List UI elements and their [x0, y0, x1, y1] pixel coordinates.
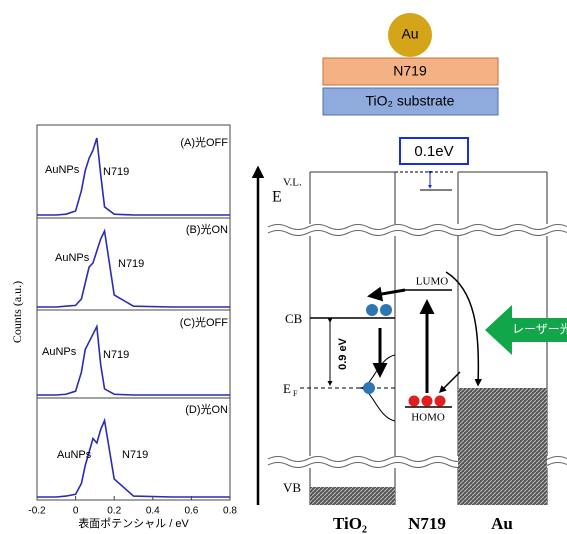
level-label: CB: [285, 311, 303, 326]
level-label: LUMO: [416, 276, 448, 288]
panel-title: (C)光OFF: [180, 315, 229, 329]
x-tick-label: 0.4: [146, 506, 160, 517]
energy-diagram: Au N719 TiO₂ substrate 0.1eV E V.L. CB E…: [258, 13, 567, 533]
particle-label: Au: [401, 26, 418, 42]
x-axis-label: 表面ポテンシャル / eV: [78, 516, 189, 530]
spectrum: [37, 327, 230, 395]
panel-title: (D)光ON: [185, 402, 228, 416]
au-band: [458, 388, 547, 505]
column-label: TiO₂: [333, 514, 367, 533]
level-label: F: [293, 389, 298, 398]
x-tick-label: 0.2: [107, 506, 121, 517]
peak-label: N719: [122, 449, 148, 461]
x-tick-label: 0.6: [184, 506, 198, 517]
peak-label: AuNPs: [57, 449, 92, 461]
level-label: V.L.: [283, 177, 302, 189]
x-tick-label: 0.8: [223, 506, 237, 517]
x-tick-label: -0.2: [28, 506, 46, 517]
layer-label: N719: [393, 63, 427, 79]
vb-band: [310, 487, 395, 505]
level-label: E: [283, 381, 291, 396]
peak-label: AuNPs: [42, 346, 77, 358]
column-label: Au: [491, 514, 513, 533]
spectrum: [37, 138, 230, 215]
peak-label: N719: [103, 349, 129, 361]
break: [268, 224, 567, 236]
peak-label: N719: [118, 258, 144, 270]
injection-arrow: [370, 290, 405, 296]
layer-label: TiO₂ substrate: [366, 93, 455, 109]
panel-title: (A)光OFF: [180, 135, 228, 149]
level-label: HOMO: [411, 412, 445, 424]
electron-path: [446, 272, 478, 385]
shift-label: 0.1eV: [414, 143, 453, 160]
peak-label: AuNPs: [55, 252, 90, 264]
level-label: VB: [283, 480, 301, 495]
laser-label: レーザー光: [512, 322, 567, 336]
figure: Au N719 TiO₂ substrate 0.1eV E V.L. CB E…: [0, 0, 567, 534]
panel-title: (B)光ON: [186, 222, 228, 236]
gap-label: 0.9 eV: [337, 337, 349, 369]
axis-label: E: [272, 189, 282, 206]
column-label: N719: [408, 514, 446, 533]
y-axis-label: Counts (a.u.): [10, 281, 24, 343]
peak-label: N719: [103, 166, 129, 178]
peak-label: AuNPs: [45, 164, 80, 176]
plot-frame: [37, 125, 230, 500]
x-tick-label: 0: [73, 506, 79, 517]
hole-path: [440, 372, 460, 392]
